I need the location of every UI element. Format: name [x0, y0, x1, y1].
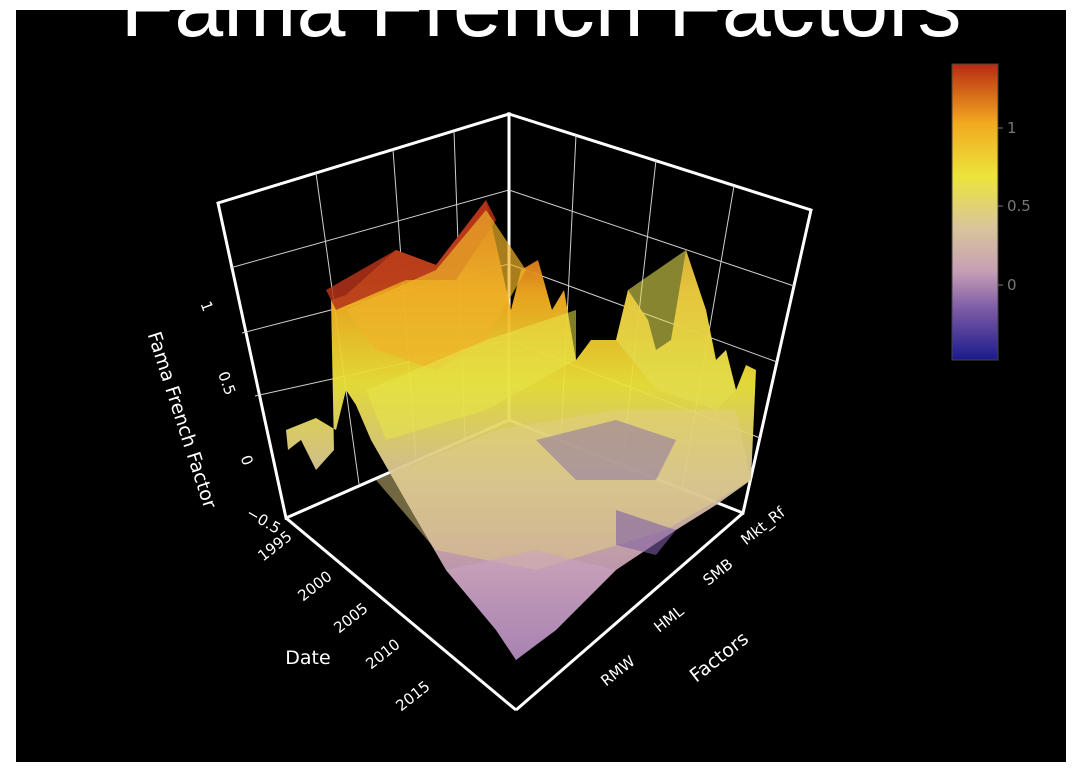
colorbar: 1 0.5 0: [951, 63, 1031, 361]
y-tick-label: HML: [651, 602, 688, 637]
x-axis-title: Date: [285, 647, 330, 669]
x-axis-ticks: 1995 2000 2005 2010 2015: [254, 527, 433, 715]
x-tick-label: 2010: [362, 635, 403, 673]
y-axis-title: Factors: [686, 628, 753, 687]
colorbar-gradient: [951, 63, 999, 361]
front-axes: [285, 511, 744, 712]
colorbar-tick-label: 0.5: [1007, 197, 1031, 215]
chart-title: Fama French Factors: [16, 10, 1066, 50]
plot-area: Fama French Factors: [16, 10, 1066, 762]
colorbar-tick-label: 1: [1007, 119, 1017, 137]
x-tick-label: 2000: [294, 567, 335, 605]
y-tick-label: RMW: [597, 652, 638, 690]
z-axis-title: Fama French Factor: [143, 329, 221, 511]
z-tick-label: 0: [237, 453, 257, 468]
z-tick-label: 1: [197, 299, 217, 314]
y-tick-label: SMB: [699, 555, 736, 589]
x-tick-label: 2005: [330, 599, 371, 637]
z-tick-label: 0.5: [214, 369, 239, 398]
surface: [286, 200, 756, 660]
y-tick-label: Mkt_Rf: [737, 503, 789, 550]
colorbar-tick-label: 0: [1007, 276, 1017, 294]
x-tick-label: 2015: [392, 677, 433, 715]
surface-plot[interactable]: 1 0.5 0 −0.5 Fama French Factor 1995 200…: [16, 10, 1066, 762]
